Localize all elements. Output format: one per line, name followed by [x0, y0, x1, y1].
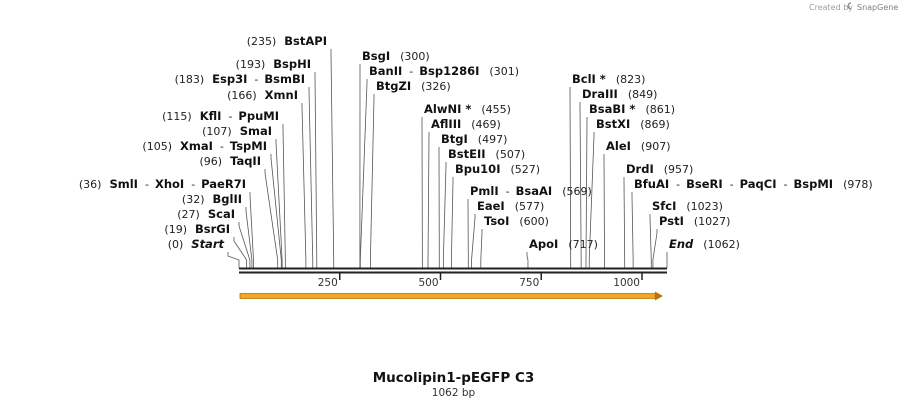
site-label: BtgI (497)	[441, 132, 507, 146]
site-connector-line	[330, 49, 335, 268]
site-label: TsoI (600)	[484, 214, 549, 228]
site-label: (96) TaqII	[199, 154, 261, 168]
site-connector-line	[603, 154, 605, 268]
site-connector-line	[526, 252, 529, 268]
site-connector-line	[579, 102, 582, 268]
site-connector-line	[569, 87, 572, 268]
site-label: BstXI (869)	[596, 117, 670, 131]
site-connector-line	[270, 154, 282, 268]
site-label: End (1062)	[669, 237, 740, 251]
site-connector-line	[649, 214, 652, 268]
site-label: (0) Start	[168, 237, 225, 251]
site-label: DraIII (849)	[582, 87, 657, 101]
site-label: (115) KflI - PpuMI	[162, 109, 279, 123]
site-label: (235) BstAPI	[247, 34, 327, 48]
site-connector-line	[652, 229, 658, 268]
map-title: Mucolipin1-pEGFP C3	[373, 370, 535, 386]
site-connector-line	[227, 252, 240, 268]
site-label: BstEII (507)	[448, 147, 525, 161]
site-labels: (0) Start(19) BsrGI(27) ScaI(32) BglII(36) Sm…	[79, 34, 873, 251]
site-label: (193) BspHI	[236, 57, 311, 71]
feature-arrow	[239, 291, 663, 301]
site-label: SfcI (1023)	[652, 199, 723, 213]
ruler-ticks: 250 500 750 1000	[318, 273, 643, 289]
site-lines	[227, 49, 668, 268]
site-label: (36) SmlI - XhoI - PaeR7I	[79, 177, 246, 191]
site-connector-line	[314, 72, 318, 268]
site-connector-line	[264, 169, 279, 268]
ruler-tick-label: 500	[418, 277, 438, 289]
site-label: BtgZI (326)	[376, 79, 451, 93]
site-label: BsgI (300)	[362, 49, 430, 63]
map-length: 1062 bp	[432, 387, 476, 399]
site-label: (107) SmaI	[202, 124, 272, 138]
site-label: AleI (907)	[606, 139, 671, 153]
site-label: (27) ScaI	[177, 207, 235, 221]
site-connector-line	[427, 132, 430, 268]
site-connector-line	[450, 177, 454, 268]
site-label: BanII - Bsp1286I (301)	[369, 64, 519, 78]
site-label: BfuAI - BseRI - PaqCI - BspMI (978)	[634, 177, 873, 191]
site-connector-line	[623, 177, 626, 268]
site-label: AflIII (469)	[431, 117, 501, 131]
site-label: (32) BglII	[182, 192, 242, 206]
site-connector-line	[585, 117, 588, 268]
site-connector-line	[480, 229, 483, 268]
site-connector-line	[588, 132, 595, 268]
site-label: ApoI (717)	[529, 237, 598, 251]
snapgene-logo-icon	[847, 2, 852, 10]
site-label: BclI * (823)	[572, 72, 645, 86]
site-connector-line	[369, 94, 375, 268]
site-connector-line	[249, 192, 254, 268]
site-label: DrdI (957)	[626, 162, 693, 176]
site-label: (105) XmaI - TspMI	[142, 139, 267, 153]
credit-prefix: Created by	[809, 3, 853, 12]
site-label: AlwNI * (455)	[424, 102, 511, 116]
site-label: (19) BsrGI	[164, 222, 230, 236]
site-label: EaeI (577)	[477, 199, 544, 213]
site-connector-line	[238, 222, 251, 268]
site-connector-line	[631, 192, 634, 268]
credit-brand: SnapGene	[857, 3, 898, 12]
site-label: BsaBI * (861)	[589, 102, 675, 116]
site-label: PmlI - BsaAI (569)	[470, 184, 592, 198]
site-label: Bpu10I (527)	[455, 162, 540, 176]
site-connector-line	[442, 162, 447, 268]
site-connector-line	[301, 103, 307, 268]
site-connector-line	[308, 87, 314, 268]
site-label: (183) Esp3I - BsmBI	[175, 72, 305, 86]
site-connector-line	[245, 207, 253, 268]
ruler-tick-label: 750	[519, 277, 539, 289]
site-connector-line	[275, 139, 283, 268]
site-connector-line	[359, 79, 368, 268]
site-connector-line	[471, 214, 476, 268]
ruler-tick-label: 1000	[613, 277, 640, 289]
sequence-backbone	[239, 267, 667, 274]
site-label: (166) XmnI	[227, 88, 298, 102]
site-label: PstI (1027)	[659, 214, 730, 228]
ruler-tick-label: 250	[318, 277, 338, 289]
site-connector-line	[233, 237, 248, 268]
site-connector-line	[282, 124, 286, 268]
